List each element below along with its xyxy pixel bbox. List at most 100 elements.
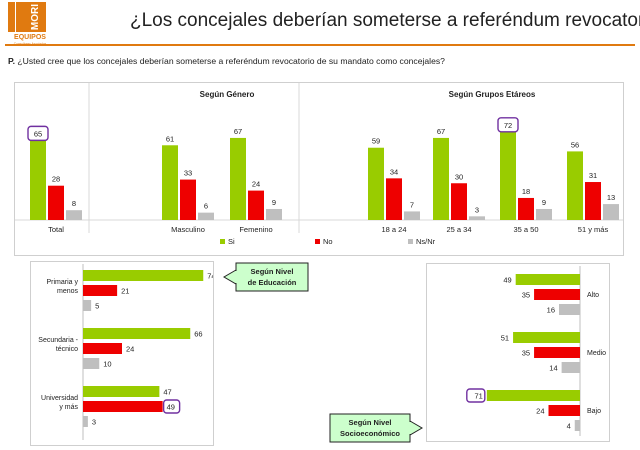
equipos-mori-logo: MORI EQUIPOS Consultores Asociados xyxy=(8,2,52,46)
category-label-25-a-34: 25 a 34 xyxy=(446,225,471,234)
data-label-bajo-ns-nr: 4 xyxy=(567,422,571,431)
data-label-alto-si: 49 xyxy=(503,276,511,285)
bar-total-si xyxy=(30,140,46,220)
bar-medio-no xyxy=(534,347,580,358)
data-label-25-a-34-ns-nr: 3 xyxy=(475,205,479,214)
data-label-secundaria-t-cnico-ns-nr: 10 xyxy=(103,360,111,369)
bar-medio-ns-nr xyxy=(561,362,580,373)
data-label-primaria-y-menos-si: 74 xyxy=(207,272,213,281)
category-label-femenino: Femenino xyxy=(239,225,272,234)
category-label-universidad-y-m-s-line-0: Universidad xyxy=(41,395,78,402)
legend-swatch-ns-nr xyxy=(408,239,413,244)
data-label-35-a-50-si: 72 xyxy=(504,121,512,130)
highlight-box-35-a-50 xyxy=(497,117,519,133)
data-label-35-a-50-ns-nr: 9 xyxy=(542,198,546,207)
data-label-femenino-ns-nr: 9 xyxy=(272,198,276,207)
title-underline xyxy=(5,44,635,46)
highlight-box-bajo xyxy=(466,388,486,403)
legend-swatch-si xyxy=(220,239,225,244)
data-label-medio-no: 35 xyxy=(522,349,530,358)
bar-primaria-y-menos-si xyxy=(83,270,204,281)
data-label-18-a-24-no: 34 xyxy=(390,167,398,176)
data-label-25-a-34-si: 67 xyxy=(437,127,445,136)
category-label-18-a-24: 18 a 24 xyxy=(381,225,406,234)
data-label-35-a-50-no: 18 xyxy=(522,187,530,196)
bar-bajo-si xyxy=(486,390,580,401)
bar-25-a-34-si xyxy=(433,137,449,220)
bar-35-a-50-no xyxy=(518,197,534,220)
bar-universidad-y-m-s-si xyxy=(83,386,160,397)
data-label-51-y-m-s-si: 56 xyxy=(571,140,579,149)
callout-box-socioeconomic xyxy=(329,413,411,443)
legend-label-no: No xyxy=(323,237,333,246)
category-label-bajo: Bajo xyxy=(587,408,601,415)
category-label-universidad-y-m-s-line-1: y más xyxy=(59,404,78,411)
category-label-51-y-m-s: 51 y más xyxy=(578,225,609,234)
callout-socioeconomic-line2: Socioeconómico xyxy=(340,429,400,438)
category-label-secundaria-t-cnico-line-0: Secundaria - xyxy=(38,337,78,344)
data-label-bajo-no: 24 xyxy=(536,407,544,416)
bar-alto-no xyxy=(534,289,580,300)
bar-51-y-m-s-no xyxy=(585,182,601,220)
education-bar-chart: 74 21 5 Primaria y menos 66 24 10 Secundaria - té… xyxy=(38,264,216,440)
logo-equipos-text: EQUIPOS xyxy=(14,34,46,41)
top-chart-panel: Según Género Según Grupos Etáreos 65 28 8 Tot… xyxy=(14,82,624,256)
legend-label-ns-nr: Ns/Nr xyxy=(416,237,436,246)
bar-total-ns-nr xyxy=(66,210,82,220)
data-label-secundaria-t-cnico-no: 24 xyxy=(126,345,134,354)
bar-universidad-y-m-s-ns-nr xyxy=(83,416,88,427)
bar-bajo-no xyxy=(548,405,580,416)
data-label-masculino-ns-nr: 6 xyxy=(204,202,208,211)
callout-pointer-education xyxy=(223,269,237,285)
bar-femenino-ns-nr xyxy=(266,208,282,220)
bar-femenino-no xyxy=(248,190,264,220)
education-chart-panel: 74 21 5 Primaria y menos 66 24 10 Secundaria - té… xyxy=(30,261,216,446)
bar-25-a-34-no xyxy=(451,183,467,220)
bar-18-a-24-ns-nr xyxy=(404,211,420,220)
bar-25-a-34-ns-nr xyxy=(469,216,485,220)
data-label-universidad-y-m-s-ns-nr: 3 xyxy=(92,418,96,427)
data-label-primaria-y-menos-no: 21 xyxy=(121,287,129,296)
data-label-total-no: 28 xyxy=(52,175,60,184)
bar-35-a-50-si xyxy=(500,131,516,220)
data-label-universidad-y-m-s-si: 47 xyxy=(163,388,171,397)
data-label-bajo-si: 71 xyxy=(474,392,482,401)
highlight-box-total xyxy=(27,125,49,142)
legend-label-si: Si xyxy=(228,237,235,246)
category-label-masculino: Masculino xyxy=(171,225,205,234)
data-label-total-ns-nr: 8 xyxy=(72,199,76,208)
bar-universidad-y-m-s-no xyxy=(83,401,163,412)
socioeconomic-chart-panel: 49 35 16 Alto 51 35 14 Medio 71 24 4 Bajo xyxy=(426,263,610,442)
callout-pointer-socioeconomic xyxy=(409,420,423,436)
data-label-51-y-m-s-ns-nr: 13 xyxy=(607,193,615,202)
data-label-femenino-no: 24 xyxy=(252,180,260,189)
callout-education-line1: Según Nivel xyxy=(251,267,294,276)
highlight-box-universidad-y-m-s xyxy=(162,399,181,414)
socioeconomic-bar-chart: 49 35 16 Alto 51 35 14 Medio 71 24 4 Bajo xyxy=(466,266,606,436)
bar-primaria-y-menos-no xyxy=(83,285,118,296)
data-label-primaria-y-menos-ns-nr: 5 xyxy=(95,302,99,311)
age-gender-bar-chart: Según Género Según Grupos Etáreos 65 28 8 Tot… xyxy=(15,83,623,246)
question-body: ¿Usted cree que los concejales deberían … xyxy=(17,56,445,66)
bar-51-y-m-s-ns-nr xyxy=(603,204,619,220)
bar-masculino-no xyxy=(180,179,196,220)
bar-medio-si xyxy=(513,332,580,343)
group-title-gender: Según Género xyxy=(200,90,255,99)
data-label-25-a-34-no: 30 xyxy=(455,172,463,181)
bar-masculino-si xyxy=(162,145,178,220)
data-label-masculino-no: 33 xyxy=(184,169,192,178)
bar-18-a-24-si xyxy=(368,147,384,220)
question-prefix: P. xyxy=(8,56,16,66)
category-label-alto: Alto xyxy=(587,292,599,299)
data-label-alto-no: 35 xyxy=(522,291,530,300)
data-label-51-y-m-s-no: 31 xyxy=(589,171,597,180)
category-label-primaria-y-menos-line-1: menos xyxy=(57,288,79,295)
data-label-total-si: 65 xyxy=(34,129,42,138)
bar-secundaria-t-cnico-ns-nr xyxy=(83,358,100,369)
bar-35-a-50-ns-nr xyxy=(536,208,552,220)
data-label-femenino-si: 67 xyxy=(234,127,242,136)
category-label-primaria-y-menos-line-0: Primaria y xyxy=(46,279,78,286)
bar-total-no xyxy=(48,185,64,220)
bar-secundaria-t-cnico-no xyxy=(83,343,122,354)
bar-masculino-ns-nr xyxy=(198,212,214,220)
